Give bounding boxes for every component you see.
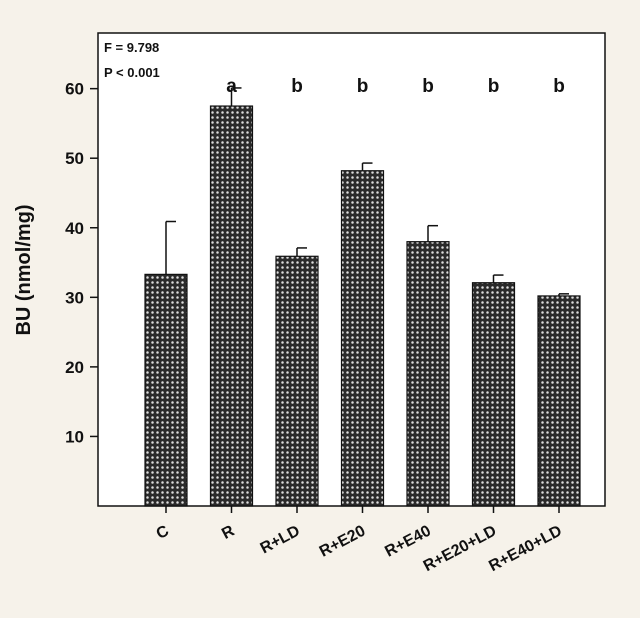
- significance-letter: b: [291, 76, 303, 97]
- bar: [537, 295, 581, 507]
- y-tick-label: 20: [65, 358, 84, 377]
- significance-letter: b: [422, 76, 434, 97]
- significance-letter: a: [226, 76, 237, 97]
- x-tick-label: R+LD: [258, 523, 303, 558]
- bar: [209, 105, 254, 507]
- f-statistic-text: F = 9.798: [104, 40, 159, 55]
- p-value-text: P < 0.001: [104, 65, 160, 80]
- bar: [406, 241, 450, 507]
- y-tick-label: 60: [65, 80, 84, 99]
- x-tick-label: R+E40+LD: [486, 523, 565, 576]
- x-tick-label: R+E20+LD: [421, 523, 500, 576]
- significance-letter: b: [488, 76, 500, 97]
- x-tick-label: C: [154, 522, 173, 543]
- x-tick-label: R+E40: [382, 522, 434, 560]
- bar: [340, 170, 385, 507]
- bar: [471, 282, 516, 507]
- y-tick-label: 50: [65, 149, 84, 168]
- y-tick-label: 40: [65, 219, 84, 238]
- x-tick-label: R+E20: [317, 522, 369, 560]
- y-tick-label: 30: [65, 288, 84, 307]
- bar: [144, 273, 188, 507]
- significance-letter: b: [553, 76, 565, 97]
- bar: [275, 255, 319, 507]
- x-tick-label: R: [219, 522, 238, 543]
- y-axis-label: BU (nmol/mg): [13, 204, 35, 335]
- y-tick-label: 10: [65, 427, 84, 446]
- significance-letter: b: [357, 76, 369, 97]
